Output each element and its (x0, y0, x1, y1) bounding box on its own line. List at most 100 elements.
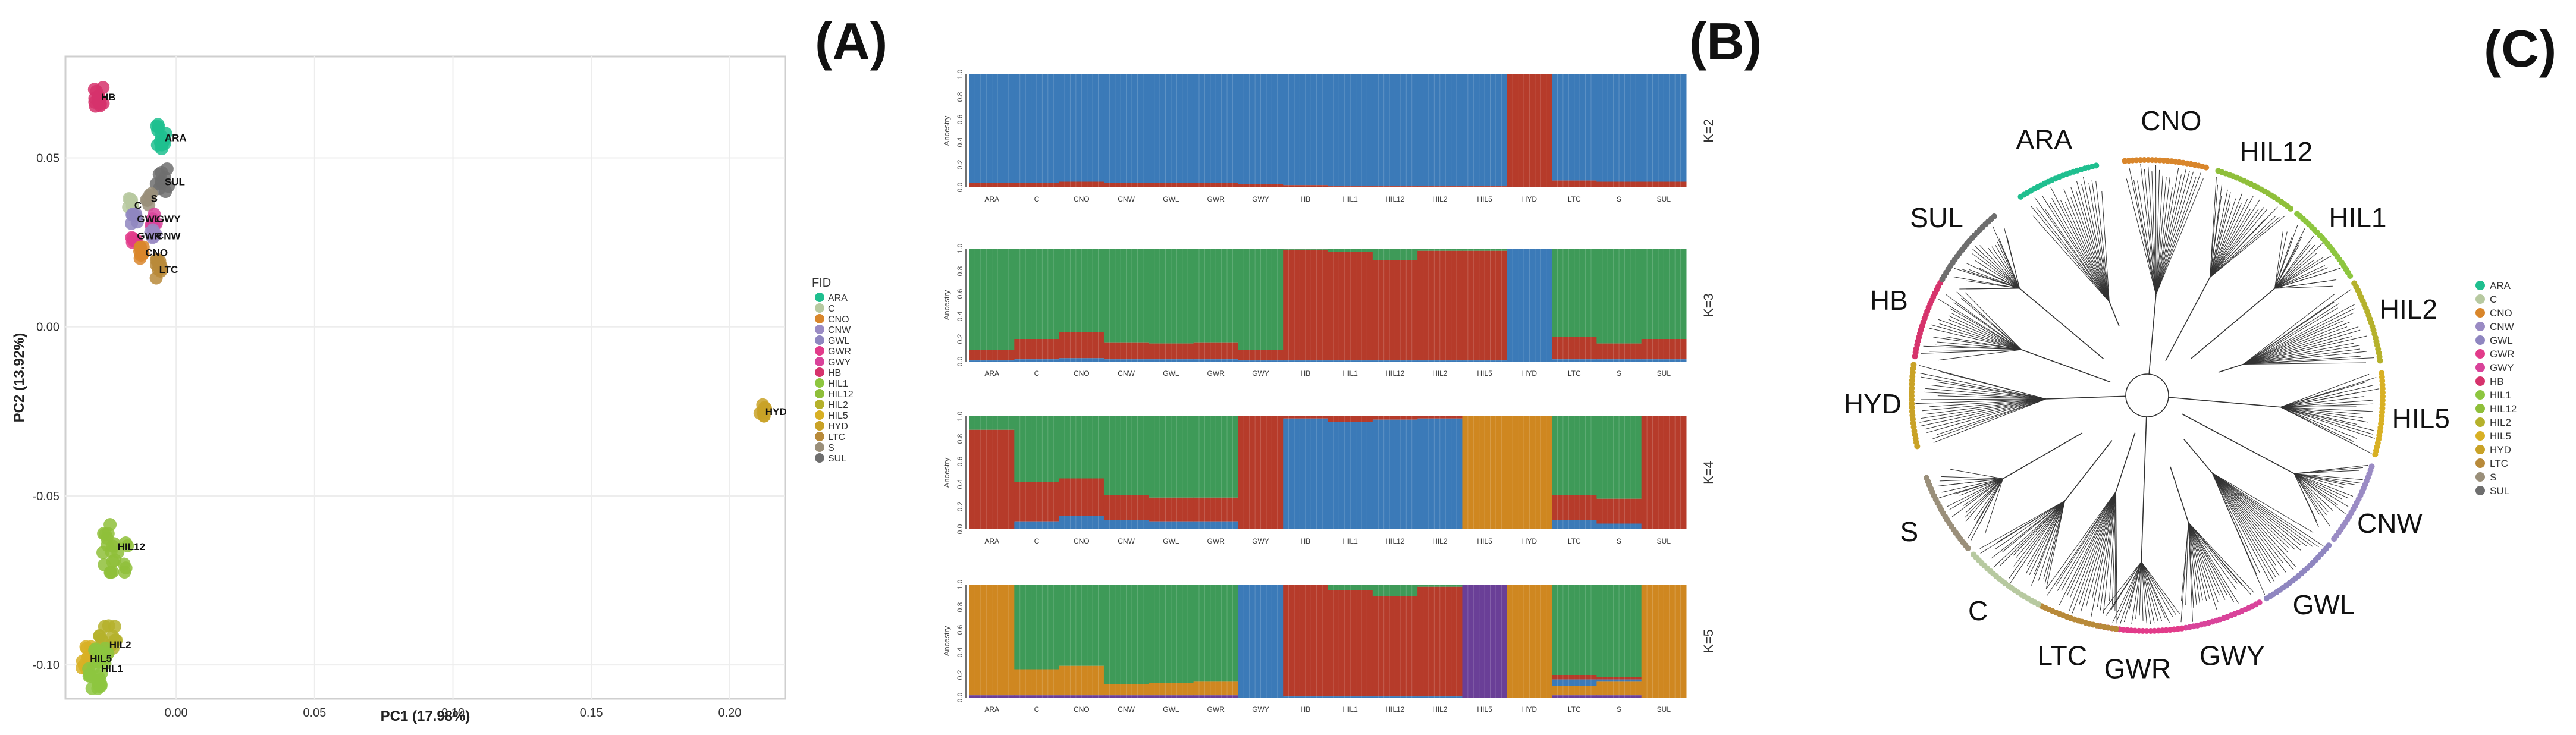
dendrogram-leaf-branch (2294, 470, 2359, 474)
dendrogram-leaf-branch (2274, 265, 2325, 289)
dendrogram-leaf-branch (2274, 279, 2337, 289)
dendrogram-leaf-branch (2155, 177, 2170, 295)
admixture-group-label: GWY (1252, 195, 1269, 203)
dendrogram-leaf-branch (2211, 472, 2290, 549)
dendrogram-leaf-branch (2293, 473, 2330, 527)
admixture-bar-c (1014, 416, 1060, 482)
pca-legend-dot (815, 293, 824, 302)
admixture-group-label: C (1034, 195, 1040, 203)
admixture-bar-hil2 (1417, 249, 1463, 251)
admixture-bar-cnw (1103, 585, 1149, 684)
admixture-y-tick-label: 0.8 (956, 434, 964, 444)
admixture-bar-hil1 (1328, 74, 1373, 187)
dendrogram-leaf-branch (1965, 478, 2003, 518)
dendrogram-leaf-branch (2045, 209, 2110, 302)
admixture-bar-s (1596, 681, 1642, 696)
admixture-group-label: GWL (1163, 369, 1179, 378)
dendrogram-leaf-branch (2180, 522, 2189, 623)
dendrogram-branch (2046, 395, 2126, 400)
dendrogram-leaf-branch (2294, 473, 2345, 488)
dendrogram-legend-entry: GWR (2490, 348, 2515, 360)
dendrogram-clade-label: CNO (2141, 105, 2201, 136)
admixture-bar-ara (969, 585, 1015, 696)
dendrogram-leaf-branch (2293, 473, 2342, 500)
dendrogram-leaf-branch (2211, 472, 2324, 546)
admixture-bar-cno (1059, 695, 1105, 698)
dendrogram-leaf-branch (2293, 473, 2346, 514)
dendrogram-leaf-branch (2274, 235, 2314, 289)
admixture-k-label: K=5 (1701, 629, 1716, 653)
admixture-k-label: K=4 (1701, 461, 1716, 485)
dendrogram-leaf-branch (2210, 206, 2278, 278)
admixture-group-label: CNW (1118, 195, 1135, 203)
dendrogram-leaf-branch (1948, 319, 2022, 350)
dendrogram-leaf-branch (2280, 396, 2365, 408)
admixture-bar-c (1014, 669, 1060, 696)
dendrogram-clade-label: ARA (2016, 124, 2073, 155)
admixture-group-label: SUL (1657, 705, 1671, 714)
dendrogram-leaf-branch (2280, 407, 2354, 442)
dendrogram-leaf-branch (1976, 478, 2003, 523)
dendrogram-clade-labels: CNO HIL12 HIL1 HIL2 HIL5 CNW GWL GWY GWR LTC C S HYD… (1844, 105, 2450, 684)
admixture-y-axis-label: Ancestry (942, 290, 951, 320)
admixture-group-label: GWL (1163, 195, 1179, 203)
dendrogram-clade-label: HYD (1844, 388, 1902, 419)
admixture-bar-s (1596, 343, 1642, 360)
dendrogram-clade-label: HIL12 (2240, 136, 2313, 167)
dendrogram-legend-entry: HIL12 (2490, 403, 2517, 414)
admixture-group-label: S (1617, 195, 1621, 203)
dendrogram-leaf-branch (2243, 329, 2361, 365)
pca-point-hil1 (95, 667, 108, 680)
dendrogram-leaf-branch (2155, 168, 2186, 295)
dendrogram-leaf-branch (2243, 308, 2355, 365)
admixture-bar-hil12 (1372, 360, 1418, 362)
pca-legend-dot (815, 453, 824, 463)
admixture-group-label: CNO (1074, 195, 1090, 203)
admixture-group-label: ARA (984, 705, 999, 714)
dendrogram-leaf-branch (2243, 336, 2352, 365)
dendrogram-clade-label: HIL5 (2392, 403, 2450, 434)
pca-legend-entry: SUL (828, 454, 846, 464)
dendrogram-leaf-branch (1959, 478, 2003, 496)
pca-legend-entry: C (828, 304, 835, 314)
dendrogram-tip-cno (2203, 164, 2210, 171)
dendrogram-leaf-branch (1941, 476, 2003, 479)
dendrogram-leaf-branch (2210, 193, 2243, 278)
dendrogram-leaf-branch (2211, 472, 2301, 551)
dendrogram-tip-gwl (2263, 595, 2270, 602)
dendrogram-leaf-branch (1920, 398, 2047, 427)
dendrogram-leaf-branch (1963, 478, 2003, 506)
dendrogram-leaf-branch (2133, 180, 2157, 295)
dendrogram-leaf-branch (2123, 561, 2142, 623)
admixture-bar-hil2 (1417, 360, 1463, 362)
dendrogram-leaf-branch (1969, 269, 2020, 289)
dendrogram-leaf-branch (2280, 373, 2370, 408)
dendrogram-legend-entry: C (2490, 294, 2497, 305)
dendrogram-tip-hil5 (2372, 451, 2379, 458)
dendrogram-tip-hil2 (2377, 357, 2383, 364)
admixture-bar-gwr (1193, 681, 1239, 696)
dendrogram-leaf-branch (1921, 398, 2047, 419)
admixture-group-label: GWY (1252, 537, 1269, 545)
dendrogram-legend-entry: HIL1 (2490, 390, 2511, 401)
pca-point-hyd (757, 409, 771, 423)
pca-point-hil12 (105, 565, 119, 579)
admixture-group-label: HIL12 (1385, 537, 1404, 545)
dendrogram-leaf-branch (2155, 172, 2201, 295)
dendrogram-leaf-branch (2148, 166, 2157, 295)
dendrogram-leaf-branch (2210, 199, 2260, 278)
dendrogram-leaf-branch (2081, 491, 2116, 612)
dendrogram-leaf-branch (2280, 407, 2373, 412)
dendrogram-leaf-branch (2131, 561, 2142, 624)
admixture-bar-ltc (1552, 695, 1597, 698)
pca-legend-dot (815, 325, 824, 334)
admixture-bar-c (1014, 74, 1060, 183)
dendrogram-leaf-branch (1956, 291, 2022, 350)
admixture-bar-s (1596, 679, 1642, 682)
dendrogram-leaf-branch (1929, 328, 2022, 350)
dendrogram-leaf-branch (2141, 561, 2173, 617)
admixture-y-tick-label: 0.0 (956, 356, 964, 366)
admixture-group-label: GWL (1163, 537, 1179, 545)
dendrogram-leaf-branch (2293, 473, 2320, 515)
dendrogram-tip-ara (2093, 162, 2100, 169)
